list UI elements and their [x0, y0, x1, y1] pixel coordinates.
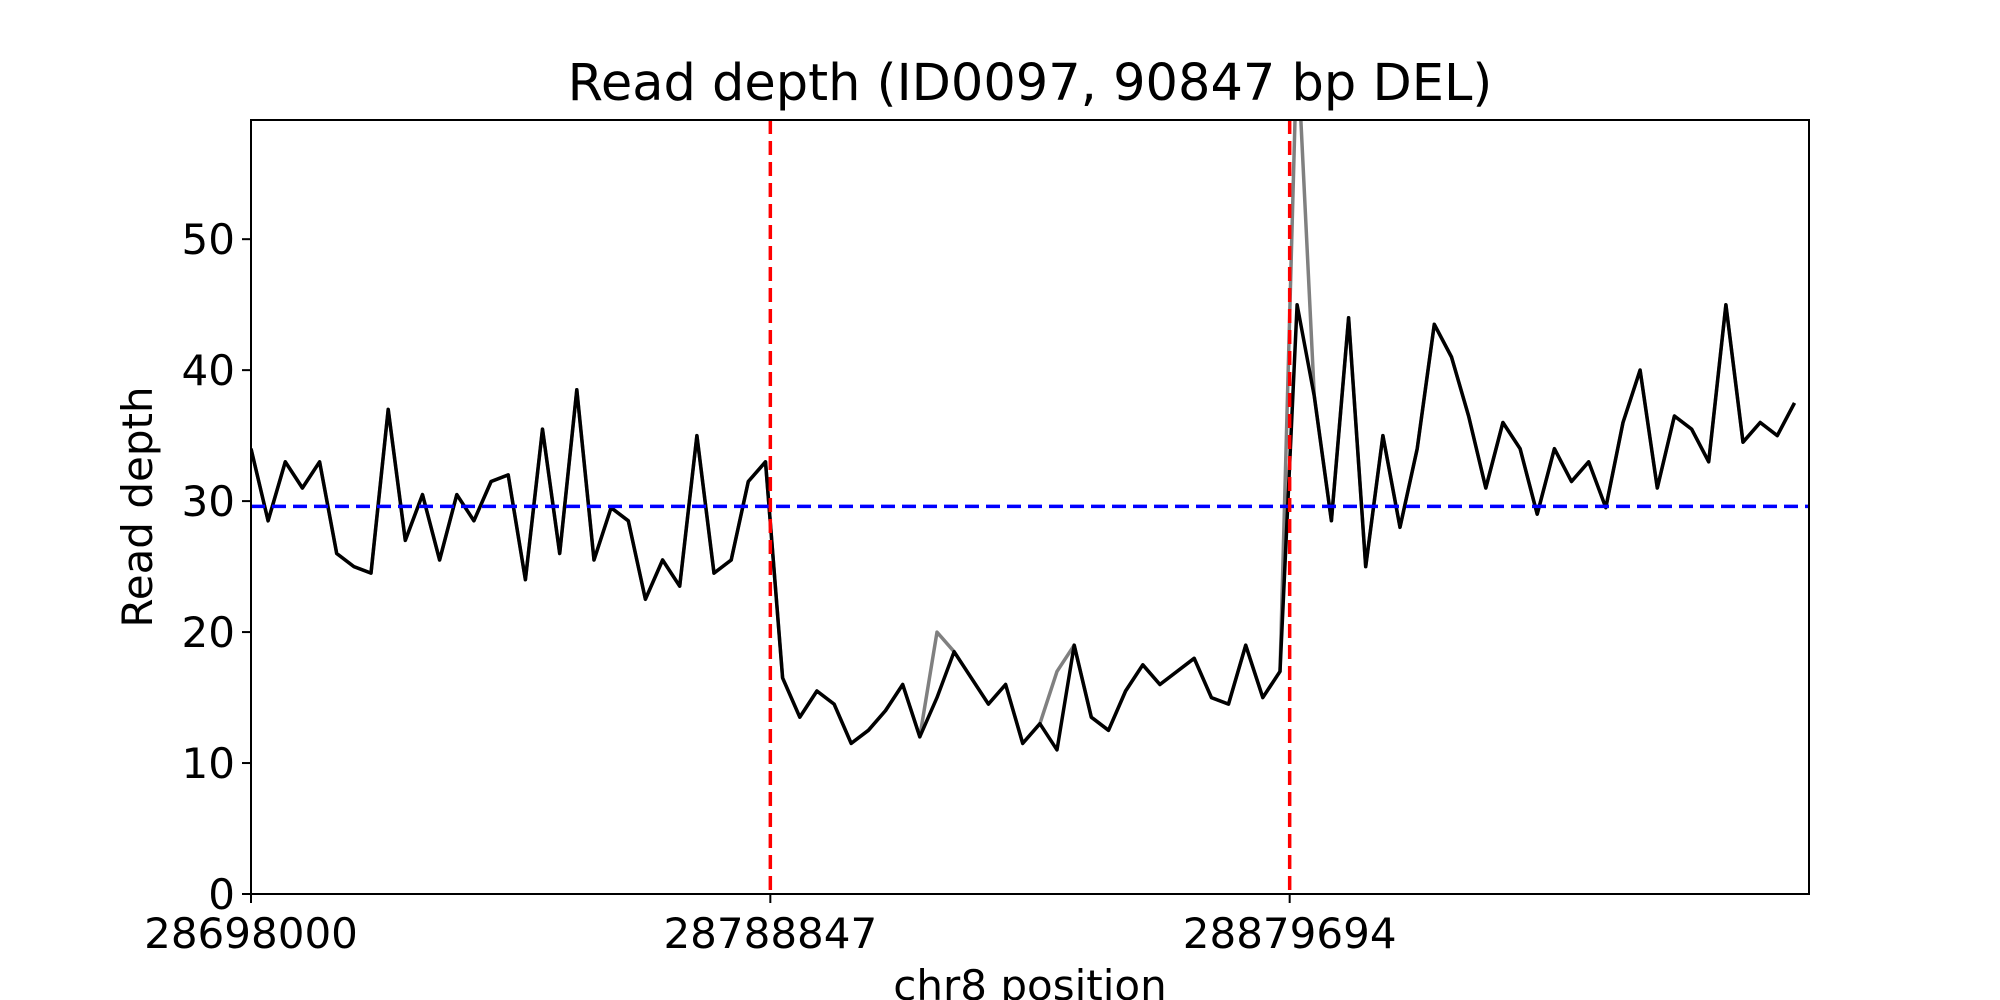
y-tick-label: 30 [182, 477, 235, 526]
x-tick-label: 28788847 [663, 909, 877, 958]
y-axis-label: Read depth [113, 386, 162, 627]
axes-frame [250, 119, 1810, 895]
x-axis-label: chr8 position [893, 961, 1166, 1000]
y-tick-label: 40 [182, 346, 235, 395]
plot-area [251, 120, 1809, 894]
x-tick-label: 28698000 [144, 909, 358, 958]
x-tick-label: 28879694 [1183, 909, 1397, 958]
chart-title: Read depth (ID0097, 90847 bp DEL) [568, 54, 1493, 113]
data-line [251, 120, 1797, 746]
y-tick-label: 0 [208, 870, 235, 919]
y-tick-label: 10 [182, 739, 235, 788]
y-tick-label: 20 [182, 608, 235, 657]
y-tick-label: 50 [182, 215, 235, 264]
data-line [251, 302, 1797, 752]
